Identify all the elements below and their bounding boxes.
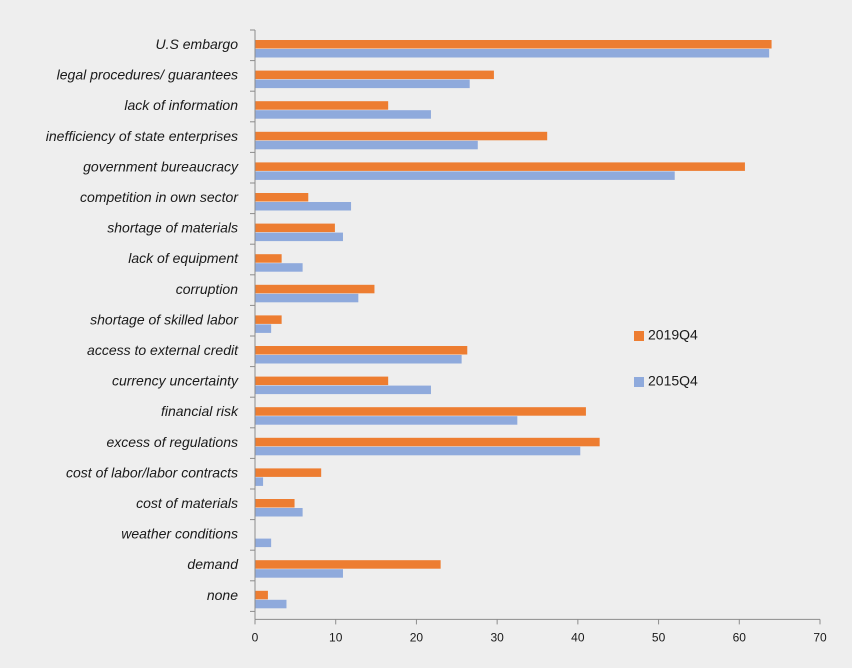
category-label: legal procedures/ guarantees xyxy=(57,67,238,83)
legend-swatch xyxy=(634,377,644,387)
bar-2019q4 xyxy=(255,468,322,477)
category-label: excess of regulations xyxy=(106,434,238,450)
bar-2019q4 xyxy=(255,590,268,600)
legend-label: 2019Q4 xyxy=(648,327,698,343)
category-label: inefficiency of state enterprises xyxy=(46,128,238,144)
category-label: currency uncertainty xyxy=(112,373,239,389)
bar-2019q4 xyxy=(255,254,282,263)
bar-2015q4 xyxy=(255,49,770,58)
x-tick-label: 20 xyxy=(410,630,424,644)
category-label: cost of labor/labor contracts xyxy=(66,464,238,480)
bar-2019q4 xyxy=(255,70,494,80)
category-label: lack of information xyxy=(124,97,238,113)
bars-group xyxy=(255,40,772,609)
bar-2019q4 xyxy=(255,376,389,386)
x-tick-label: 30 xyxy=(490,630,504,644)
category-label: demand xyxy=(187,556,239,572)
x-tick-label: 50 xyxy=(652,630,666,644)
bar-2019q4 xyxy=(255,284,375,294)
category-label: cost of materials xyxy=(136,495,238,511)
bar-2019q4 xyxy=(255,560,441,569)
x-tick-label: 70 xyxy=(813,630,827,644)
bar-2015q4 xyxy=(255,140,478,150)
x-tick-label: 40 xyxy=(571,630,585,644)
bar-2015q4 xyxy=(255,232,343,242)
bar-2019q4 xyxy=(255,407,586,416)
bar-2015q4 xyxy=(255,477,264,486)
x-tick-label: 60 xyxy=(733,630,747,644)
bar-2015q4 xyxy=(255,569,343,578)
bar-2019q4 xyxy=(255,315,282,324)
bar-2015q4 xyxy=(255,171,675,180)
bar-2015q4 xyxy=(255,263,303,272)
category-label: none xyxy=(207,587,238,603)
legend: 2019Q4 2015Q4 xyxy=(634,327,698,389)
bar-2019q4 xyxy=(255,193,309,202)
bar-2015q4 xyxy=(255,446,581,456)
category-label: government bureaucracy xyxy=(83,158,239,174)
bar-2019q4 xyxy=(255,131,548,141)
bar-2019q4 xyxy=(255,346,468,355)
category-label: shortage of skilled labor xyxy=(90,311,239,327)
bar-2019q4 xyxy=(255,499,295,508)
bar-2015q4 xyxy=(255,110,431,119)
bar-2015q4 xyxy=(255,508,303,517)
bar-2015q4 xyxy=(255,538,272,548)
x-ticks: 0 10 20 30 40 50 60 70 xyxy=(250,29,827,644)
category-label: weather conditions xyxy=(121,526,238,542)
bar-2015q4 xyxy=(255,293,359,303)
x-tick-label: 10 xyxy=(329,630,343,644)
bar-2019q4 xyxy=(255,101,389,110)
bar-2015q4 xyxy=(255,79,470,89)
bar-2019q4 xyxy=(255,437,600,447)
x-tick-label: 0 xyxy=(252,630,259,644)
bar-2015q4 xyxy=(255,202,352,211)
category-label: competition in own sector xyxy=(80,189,239,205)
bar-2015q4 xyxy=(255,355,462,364)
bar-2019q4 xyxy=(255,162,745,171)
legend-label: 2015Q4 xyxy=(648,373,698,389)
bar-2015q4 xyxy=(255,324,272,333)
bar-2015q4 xyxy=(255,416,518,425)
bar-2019q4 xyxy=(255,40,772,49)
category-label: corruption xyxy=(176,281,238,297)
category-label: U.S embargo xyxy=(156,36,239,52)
bar-2015q4 xyxy=(255,599,287,609)
bar-2015q4 xyxy=(255,385,431,395)
legend-swatch xyxy=(634,331,644,341)
category-label: access to external credit xyxy=(87,342,239,358)
category-label: financial risk xyxy=(161,403,239,419)
bar-2019q4 xyxy=(255,223,335,233)
category-label: lack of equipment xyxy=(128,250,239,266)
category-label: shortage of materials xyxy=(107,220,238,236)
category-labels: U.S embargo legal procedures/ guarantees l… xyxy=(46,36,240,603)
